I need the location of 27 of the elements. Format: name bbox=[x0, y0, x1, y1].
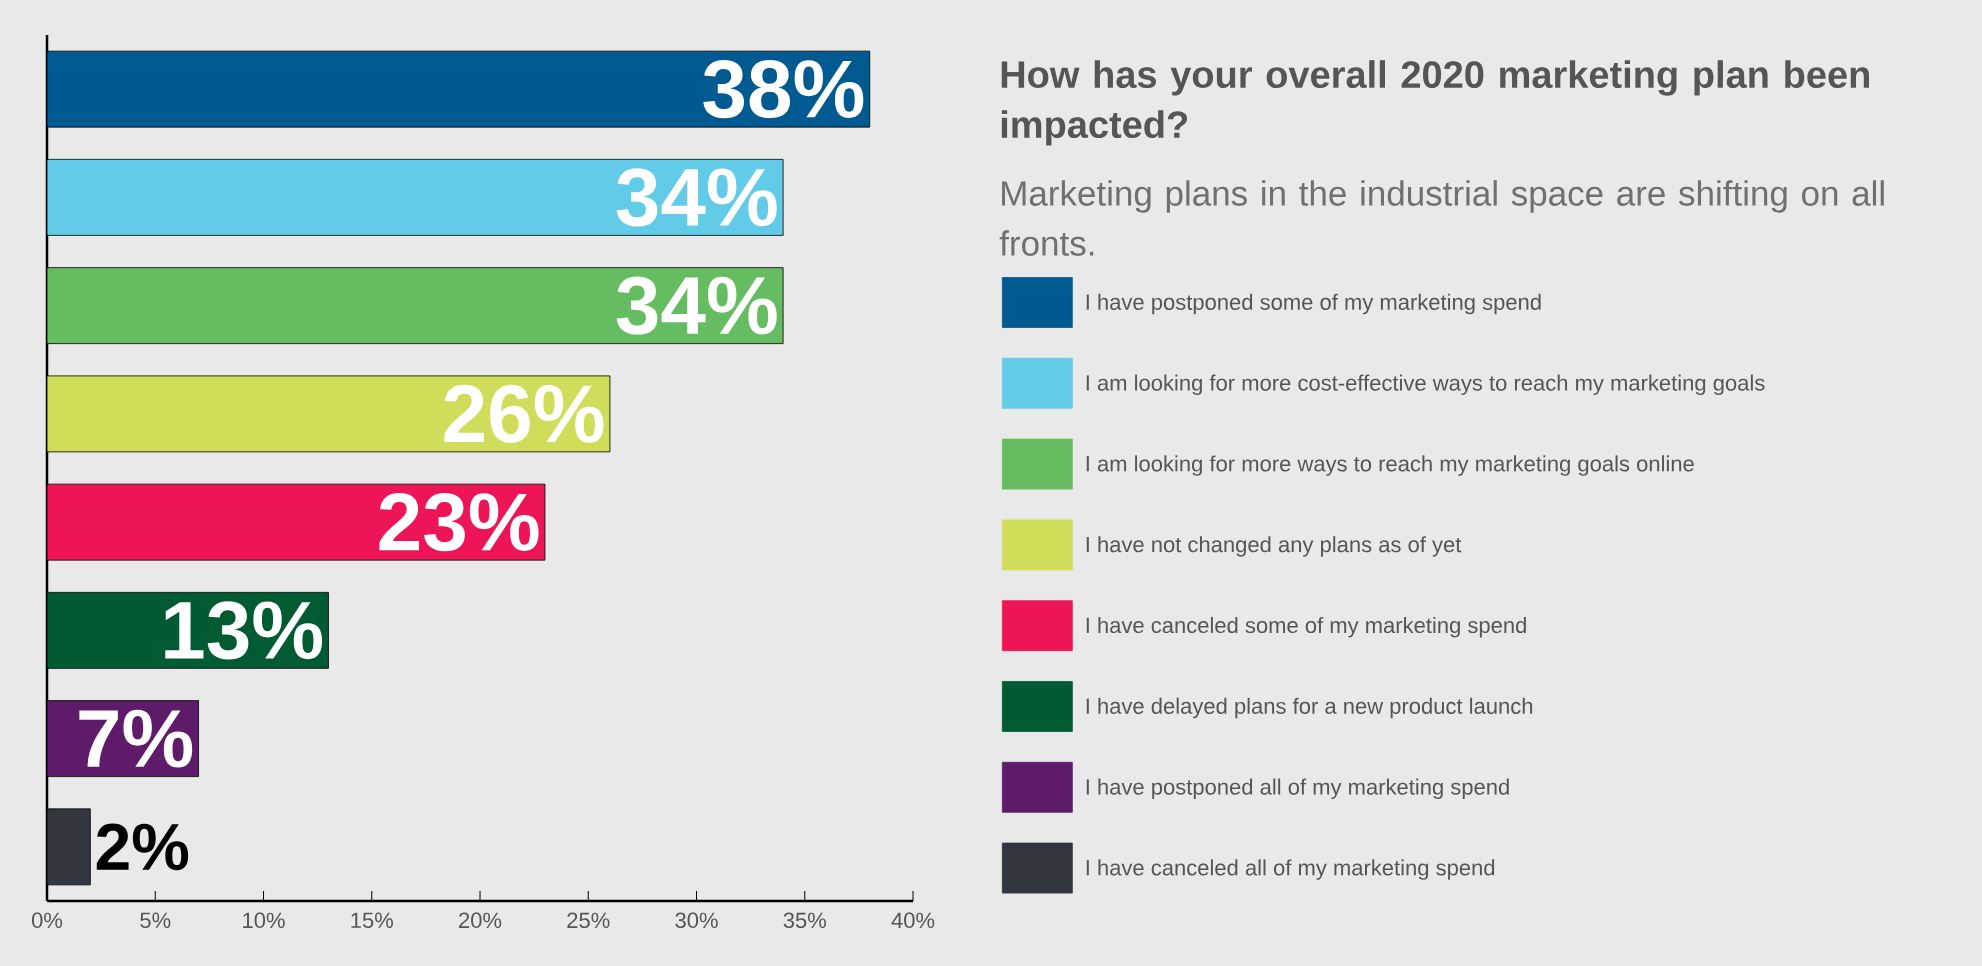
legend-label: I have canceled all of my marketing spend bbox=[1086, 859, 1495, 880]
x-tick-label: 40% bbox=[891, 912, 935, 929]
legend-label: I have postponed all of my marketing spend bbox=[1086, 778, 1509, 800]
x-tick-label: 5% bbox=[140, 912, 171, 929]
data-label: 2% bbox=[96, 823, 189, 871]
legend-label: I have canceled some of my marketing spend bbox=[1086, 616, 1526, 638]
legend-label: I am looking for more ways to reach my marketing goals online bbox=[1086, 455, 1694, 476]
data-label: 26% bbox=[444, 384, 604, 443]
text: How has your overall 2020 marketing plan been impacted? bbox=[1001, 60, 1869, 146]
legend-label: I have delayed plans for a new product launch bbox=[1086, 697, 1533, 719]
legend-label: I have not changed any plans as of yet bbox=[1086, 536, 1462, 557]
x-tick-label: 20% bbox=[459, 912, 502, 929]
legend-label: I am looking for more cost-effective ways to reach my marketing goals bbox=[1086, 374, 1765, 396]
data-label: 23% bbox=[379, 493, 539, 552]
data-label: 7% bbox=[79, 709, 193, 768]
x-tick-label: 30% bbox=[675, 912, 718, 929]
data-label: 34% bbox=[616, 168, 777, 227]
x-tick-label: 0% bbox=[31, 912, 63, 929]
x-tick-label: 25% bbox=[567, 912, 610, 929]
legend-label: I have postponed some of my marketing spend bbox=[1086, 293, 1541, 315]
x-tick-label: 15% bbox=[351, 912, 393, 929]
x-tick-label: 10% bbox=[243, 912, 285, 929]
text: Marketing plans in the industrial space are shifting on all fronts. bbox=[999, 180, 1884, 256]
data-label: 34% bbox=[616, 276, 777, 335]
data-label: 13% bbox=[165, 601, 323, 660]
data-label: 38% bbox=[703, 60, 864, 119]
x-tick-label: 35% bbox=[783, 912, 826, 929]
